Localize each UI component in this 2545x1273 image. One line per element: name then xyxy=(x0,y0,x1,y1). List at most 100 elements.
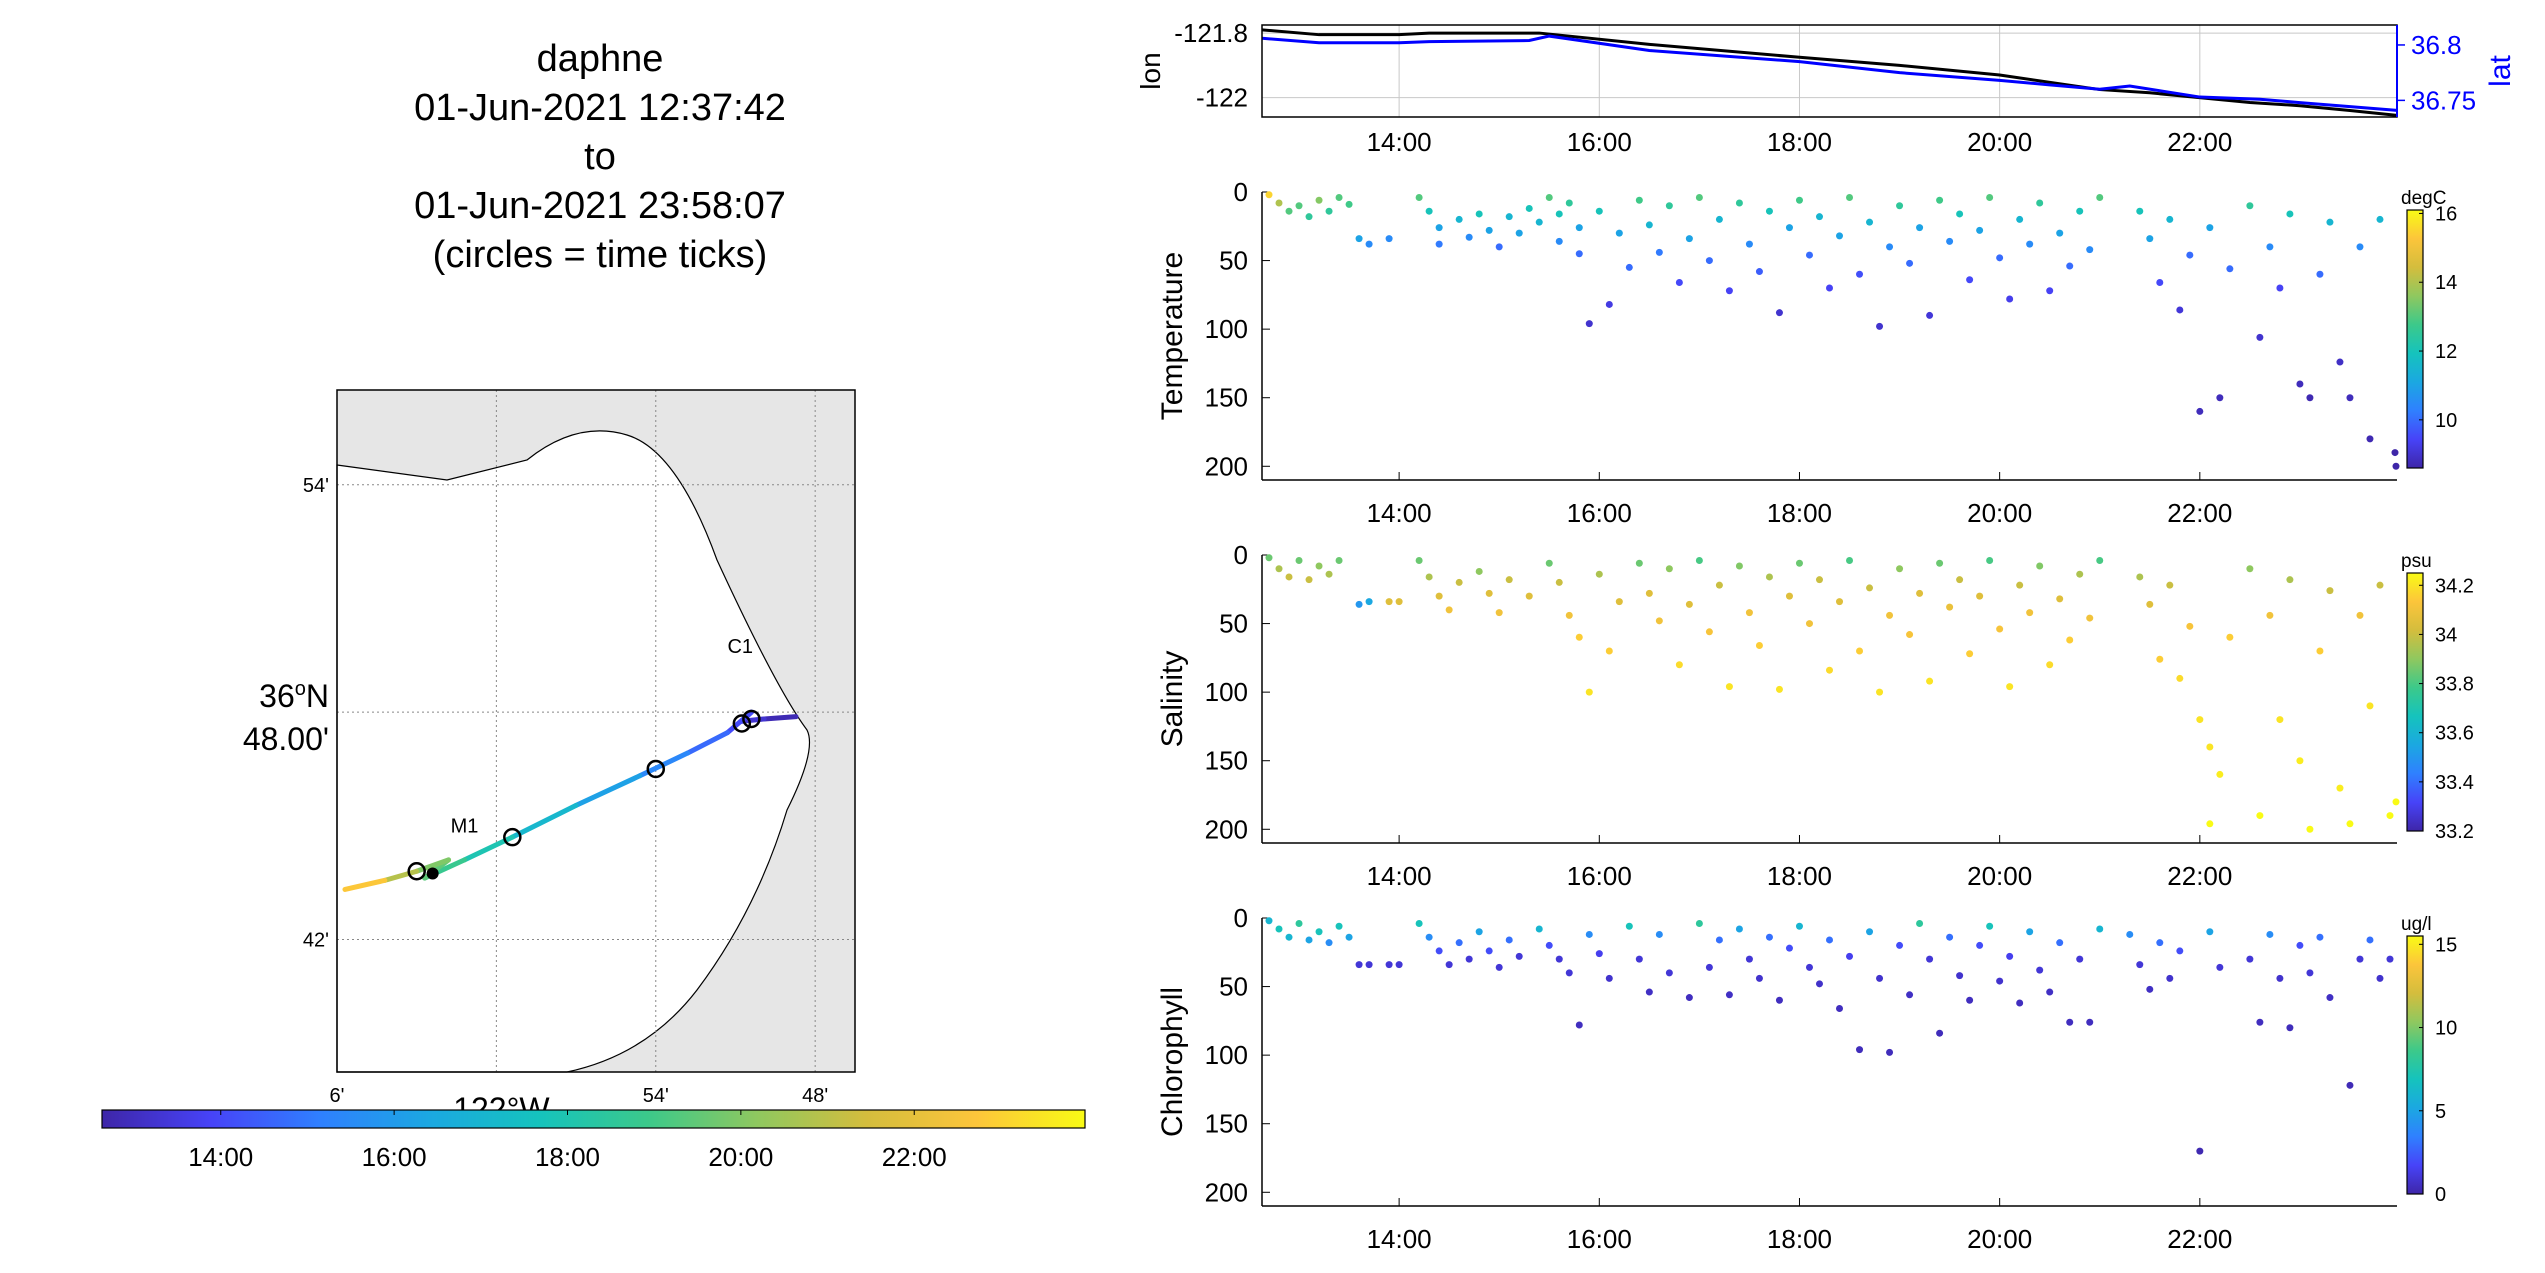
lonlat-right-tick: 36.75 xyxy=(2411,85,2476,115)
colorbar-tick-label: 22:00 xyxy=(882,1142,947,1172)
chlorophyll-point xyxy=(2196,1147,2204,1155)
salinity-x-tick: 22:00 xyxy=(2167,861,2232,891)
temperature-point xyxy=(2306,394,2314,402)
series-line-lat xyxy=(1261,34,2398,112)
lonlat-ylabel-right: lat xyxy=(2484,54,2517,86)
temperature-point xyxy=(1575,224,1583,232)
chlorophyll-point xyxy=(1775,996,1783,1004)
temperature-point xyxy=(1655,248,1663,256)
temperature-colorbar-tick: 12 xyxy=(2435,341,2457,363)
salinity-point xyxy=(1836,598,1844,606)
temperature-point xyxy=(1765,207,1773,215)
chlorophyll-point xyxy=(1605,974,1613,982)
temperature-point xyxy=(1695,193,1703,201)
temperature-point xyxy=(2256,333,2264,341)
chlorophyll-point xyxy=(1535,925,1543,933)
salinity-point xyxy=(1986,556,1994,564)
temperature-point xyxy=(1906,259,1914,267)
salinity-point xyxy=(1996,625,2004,633)
temperature-point xyxy=(1735,199,1743,207)
temperature-point xyxy=(1876,322,1884,330)
temperature-point xyxy=(2392,462,2400,470)
salinity-point xyxy=(1395,598,1403,606)
lonlat-x-tick: 16:00 xyxy=(1567,127,1632,157)
chlorophyll-point xyxy=(2316,933,2324,941)
map-tick-lat: 42' xyxy=(303,929,329,951)
chlorophyll-point xyxy=(2096,925,2104,933)
salinity-point xyxy=(1635,559,1643,567)
time-tick-circle xyxy=(407,862,426,881)
temperature-point xyxy=(2226,265,2234,273)
temperature-point xyxy=(1866,218,1874,226)
salinity-point xyxy=(1425,573,1433,581)
salinity-point xyxy=(2096,556,2104,564)
temperature-point xyxy=(1745,240,1753,248)
chlorophyll-point xyxy=(1765,933,1773,941)
chlorophyll-point xyxy=(1785,944,1793,952)
salinity-point xyxy=(1415,556,1423,564)
salinity-point xyxy=(2036,562,2044,570)
chlorophyll-point xyxy=(1445,961,1453,969)
salinity-point xyxy=(1936,559,1944,567)
salinity-point xyxy=(2056,595,2064,603)
chlorophyll-point xyxy=(1846,952,1854,960)
salinity-point xyxy=(2076,570,2084,578)
chlorophyll-point xyxy=(1665,969,1673,977)
lonlat-y-tick: -122 xyxy=(1196,83,1248,113)
chlorophyll-point xyxy=(1545,941,1553,949)
salinity-point xyxy=(1695,556,1703,564)
salinity-point xyxy=(1285,573,1293,581)
chlorophyll-point xyxy=(2246,955,2254,963)
salinity-point xyxy=(1775,685,1783,693)
temperature-point xyxy=(2056,229,2064,237)
temperature-point xyxy=(1465,233,1473,241)
colorbar-tick-label: 18:00 xyxy=(535,1142,600,1172)
chlorophyll-point xyxy=(2166,974,2174,982)
temperature-point xyxy=(1345,200,1353,208)
temperature-point xyxy=(1485,226,1493,234)
temperature-point xyxy=(2356,243,2364,251)
temperature-point xyxy=(1435,224,1443,232)
temperature-x-tick: 18:00 xyxy=(1767,498,1832,528)
salinity-point xyxy=(1755,642,1763,650)
salinity-point xyxy=(2016,581,2024,589)
temperature-point xyxy=(2086,246,2094,254)
salinity-y-tick: 0 xyxy=(1234,540,1248,570)
chlorophyll-point xyxy=(1876,974,1884,982)
time-tick-circle xyxy=(732,714,752,733)
temperature-point xyxy=(1475,210,1483,218)
chlorophyll-point xyxy=(2306,969,2314,977)
chlorophyll-point xyxy=(2076,955,2084,963)
lonlat-x-tick: 20:00 xyxy=(1967,127,2032,157)
map-lat-label: 36oN xyxy=(259,678,329,714)
temperature-colorbar xyxy=(2406,209,2424,469)
salinity-point xyxy=(1655,617,1663,625)
chlorophyll-point xyxy=(1836,1005,1844,1013)
chlorophyll-point xyxy=(1355,961,1363,969)
salinity-point xyxy=(1926,677,1934,685)
temperature-point xyxy=(1976,226,1984,234)
salinity-colorbar xyxy=(2406,572,2424,832)
chlorophyll-point xyxy=(1755,974,1763,982)
temperature-x-tick: 16:00 xyxy=(1567,498,1632,528)
salinity-point xyxy=(2266,611,2274,619)
salinity-point xyxy=(1856,647,1864,655)
temperature-point xyxy=(1325,207,1333,215)
chlorophyll-point xyxy=(1495,963,1503,971)
chlorophyll-point xyxy=(2376,974,2384,982)
chlorophyll-colorbar-tick: 15 xyxy=(2435,934,2457,956)
temperature-point xyxy=(2286,210,2294,218)
salinity-point xyxy=(2046,661,2054,669)
salinity-point xyxy=(2276,716,2284,724)
chlorophyll-colorbar xyxy=(2406,935,2424,1195)
time-tick-circle xyxy=(742,709,761,729)
temperature-point xyxy=(1896,202,1904,210)
map-tick-lon: 48' xyxy=(802,1085,828,1107)
salinity-point xyxy=(2256,812,2264,820)
salinity-point xyxy=(1675,661,1683,669)
chlorophyll-point xyxy=(1705,963,1713,971)
salinity-ylabel: Salinity xyxy=(1156,651,1189,748)
chlorophyll-point xyxy=(1645,988,1653,996)
temperature-point xyxy=(1525,204,1533,212)
